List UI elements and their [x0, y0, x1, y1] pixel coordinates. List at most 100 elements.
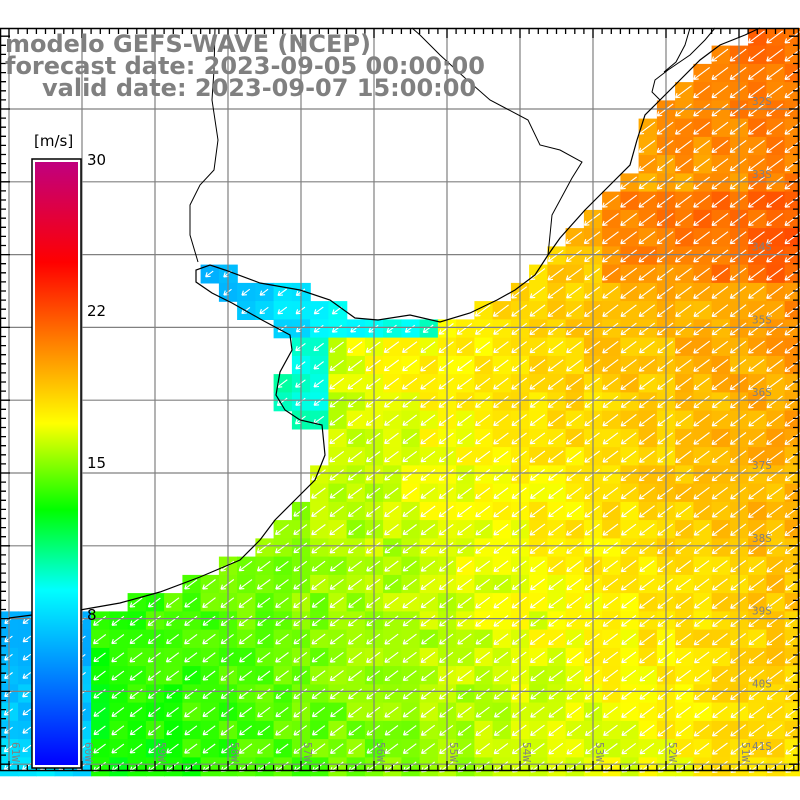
field-cell [529, 702, 548, 722]
field-cell [383, 556, 402, 576]
field-cell [328, 319, 348, 339]
field-cell [638, 136, 658, 156]
field-cell [602, 410, 621, 430]
field-cell [200, 647, 220, 667]
field-cell [529, 465, 548, 485]
field-cell [492, 538, 512, 558]
field-cell [310, 337, 329, 357]
field-cell [547, 520, 567, 539]
axis-ticks [0, 28, 799, 771]
field-cell [273, 684, 293, 704]
field-cell [401, 319, 421, 339]
field-cell [200, 720, 220, 740]
field-cell [693, 136, 713, 156]
field-cell [310, 520, 329, 539]
field-cell [748, 337, 767, 357]
field-cell [711, 556, 731, 576]
field-cell [273, 392, 293, 412]
field-cell [401, 611, 421, 631]
field-cell [547, 611, 567, 631]
field-cell [346, 483, 366, 503]
field-cell [675, 301, 694, 320]
field-cell [766, 556, 786, 576]
field-cell [419, 319, 439, 339]
field-cell [638, 173, 658, 193]
field-cell [693, 538, 713, 558]
field-cell [748, 45, 767, 65]
latitude-label: 32S [752, 95, 772, 108]
field-cell [109, 739, 129, 758]
field-cell [310, 684, 329, 704]
field-cell [401, 374, 421, 393]
field-cell [638, 611, 658, 631]
field-cell [620, 465, 640, 485]
field-cell [547, 647, 567, 667]
field-cell [401, 392, 421, 412]
field-cell [547, 465, 567, 485]
field-cell [492, 301, 512, 320]
field-cell [565, 574, 585, 594]
field-cell [547, 574, 567, 594]
title-forecast-date: forecast date: 2023-09-05 00:00:00 [5, 52, 485, 80]
field-cell [383, 574, 402, 594]
field-cell [620, 374, 640, 393]
field-cell [127, 684, 147, 704]
latitude-label: 39S [752, 605, 772, 618]
field-cell [693, 428, 713, 448]
field-cell [456, 428, 475, 448]
field-cell [638, 246, 658, 266]
field-cell [492, 355, 512, 375]
field-cell [492, 739, 512, 758]
field-cell [766, 209, 786, 229]
field-cell [310, 629, 329, 649]
field-cell [711, 264, 731, 284]
field-cell [109, 666, 129, 685]
field-cell [456, 666, 475, 685]
field-cell [529, 319, 548, 339]
field-cell [675, 337, 694, 357]
field-cell [456, 355, 475, 375]
field-cell [547, 282, 567, 302]
field-cell [328, 593, 348, 612]
field-cell [565, 702, 585, 722]
map-frame [0, 27, 800, 772]
field-cell [602, 666, 621, 685]
field-cell [401, 720, 421, 740]
field-cell [602, 702, 621, 722]
field-cell [474, 629, 494, 649]
longitude-label: 58W [228, 742, 241, 762]
field-cell [766, 428, 786, 448]
field-cell [675, 173, 694, 193]
field-cell [328, 629, 348, 649]
field-cell [711, 100, 731, 120]
field-cell [237, 647, 256, 667]
field-cell [693, 520, 713, 539]
field-cell [638, 301, 658, 320]
field-cell [474, 520, 494, 539]
field-cell [711, 593, 731, 612]
field-cell [419, 501, 439, 521]
field-cell [693, 647, 713, 667]
field-cell [620, 611, 640, 631]
field-cell [547, 246, 567, 266]
field-cell [255, 739, 275, 758]
field-cell [310, 538, 329, 558]
field-cell [529, 520, 548, 539]
field-cell [620, 739, 640, 758]
field-cell [620, 483, 640, 503]
field-cell [602, 538, 621, 558]
field-cell [273, 556, 293, 576]
field-cell [200, 611, 220, 631]
colorbar-tick-label: 30 [87, 151, 106, 169]
field-cell [693, 209, 713, 229]
field-cell [529, 666, 548, 685]
field-cell [620, 520, 640, 539]
field-cell [182, 593, 202, 612]
field-cell [492, 720, 512, 740]
field-cell [474, 556, 494, 576]
field-cell [529, 282, 548, 302]
field-cell [711, 611, 731, 631]
field-cell [675, 282, 694, 302]
field-cell [620, 282, 640, 302]
field-cell [474, 301, 494, 320]
